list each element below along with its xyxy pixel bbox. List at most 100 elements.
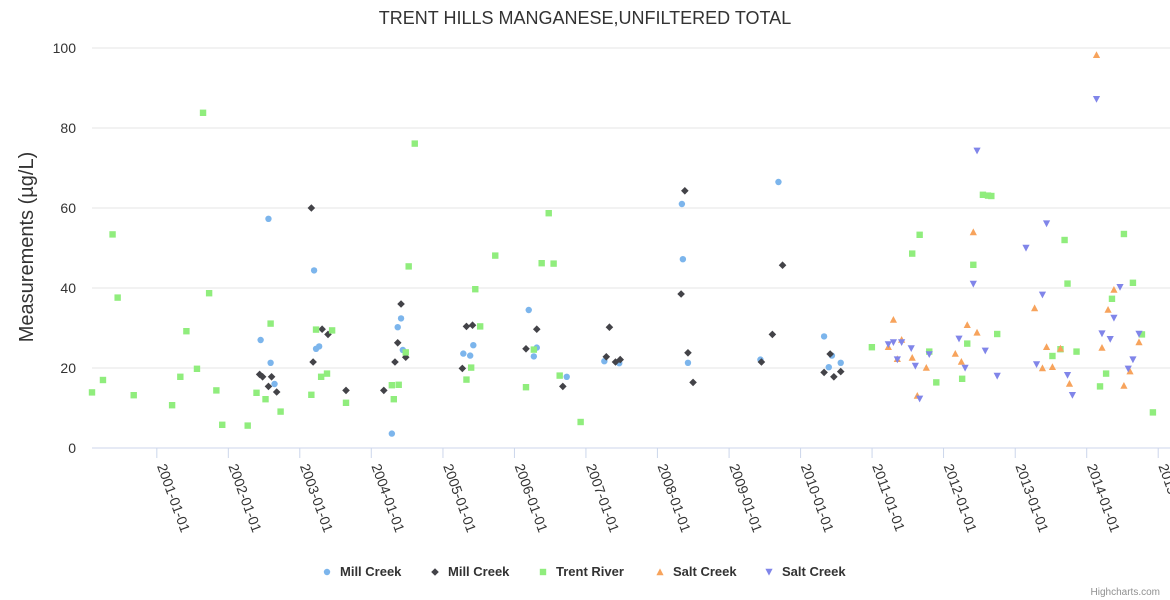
data-point[interactable] [681, 187, 689, 195]
data-point[interactable] [984, 192, 992, 199]
data-point[interactable] [213, 387, 220, 394]
legend-item[interactable]: Mill Creek [431, 564, 510, 579]
data-point[interactable] [550, 260, 557, 267]
data-point[interactable] [267, 373, 276, 381]
data-point[interactable] [1124, 365, 1132, 373]
data-point[interactable] [525, 306, 532, 314]
data-point[interactable] [951, 350, 959, 357]
data-point[interactable] [315, 343, 323, 350]
data-point[interactable] [1129, 356, 1137, 364]
data-point[interactable] [1108, 295, 1116, 302]
data-point[interactable] [262, 396, 269, 403]
data-point[interactable] [402, 349, 409, 356]
data-point[interactable] [1073, 348, 1080, 355]
data-point[interactable] [1110, 286, 1118, 293]
data-point[interactable] [411, 140, 418, 147]
data-point[interactable] [391, 358, 399, 366]
data-point[interactable] [472, 286, 479, 293]
data-point[interactable] [1129, 279, 1137, 286]
legend-item[interactable]: Salt Creek [765, 564, 846, 579]
data-point[interactable] [466, 352, 474, 359]
data-point[interactable] [837, 359, 844, 366]
data-point[interactable] [963, 321, 971, 328]
data-point[interactable] [836, 367, 845, 376]
data-point[interactable] [267, 320, 274, 327]
data-point[interactable] [183, 328, 190, 335]
data-point[interactable] [1042, 343, 1051, 350]
data-point[interactable] [559, 382, 567, 391]
data-point[interactable] [470, 342, 477, 349]
data-point[interactable] [577, 418, 584, 426]
data-point[interactable] [253, 389, 260, 396]
data-point[interactable] [467, 364, 475, 371]
data-point[interactable] [825, 364, 832, 371]
data-point[interactable] [973, 328, 981, 336]
data-point[interactable] [271, 380, 278, 388]
data-point[interactable] [778, 261, 787, 269]
data-point[interactable] [272, 388, 281, 396]
data-point[interactable] [1126, 367, 1134, 375]
data-point[interactable] [1096, 383, 1104, 390]
data-point[interactable] [988, 192, 995, 200]
legend-item[interactable]: Mill Creek [323, 564, 402, 579]
data-point[interactable] [993, 372, 1001, 380]
data-point[interactable] [616, 355, 625, 364]
data-point[interactable] [317, 373, 325, 380]
data-point[interactable] [969, 280, 977, 288]
data-point[interactable] [462, 322, 471, 331]
data-point[interactable] [308, 391, 315, 398]
data-point[interactable] [684, 349, 692, 357]
data-point[interactable] [970, 261, 977, 268]
data-point[interactable] [1038, 291, 1047, 299]
data-point[interactable] [958, 375, 966, 382]
legend-symbol[interactable] [765, 568, 773, 576]
data-point[interactable] [476, 323, 484, 330]
data-point[interactable] [757, 358, 766, 366]
data-point[interactable] [458, 364, 467, 373]
data-point[interactable] [868, 344, 876, 351]
data-point[interactable] [1149, 409, 1157, 416]
data-point[interactable] [109, 231, 116, 238]
data-point[interactable] [1138, 331, 1146, 338]
data-point[interactable] [1120, 382, 1128, 389]
data-point[interactable] [1098, 344, 1106, 351]
data-point[interactable] [277, 408, 284, 415]
data-point[interactable] [492, 252, 499, 259]
data-point[interactable] [1038, 364, 1047, 372]
data-point[interactable] [689, 378, 697, 387]
data-point[interactable] [538, 260, 545, 267]
data-point[interactable] [1135, 330, 1143, 338]
data-point[interactable] [309, 358, 317, 366]
data-point[interactable] [981, 347, 989, 355]
data-point[interactable] [911, 362, 919, 370]
data-point[interactable] [684, 359, 692, 366]
data-point[interactable] [193, 365, 201, 372]
data-point[interactable] [397, 315, 405, 322]
data-point[interactable] [605, 323, 614, 331]
data-point[interactable] [1063, 372, 1072, 379]
data-point[interactable] [893, 356, 901, 364]
data-point[interactable] [99, 376, 107, 384]
data-point[interactable] [830, 373, 838, 381]
data-point[interactable] [342, 399, 350, 406]
data-point[interactable] [969, 228, 977, 236]
data-point[interactable] [1106, 336, 1114, 343]
data-point[interactable] [267, 359, 274, 366]
data-point[interactable] [1110, 314, 1118, 322]
data-point[interactable] [1065, 380, 1074, 387]
data-point[interactable] [602, 353, 611, 361]
data-point[interactable] [1049, 352, 1056, 360]
data-point[interactable] [1102, 370, 1110, 377]
data-point[interactable] [463, 376, 470, 383]
data-point[interactable] [957, 358, 965, 365]
legend-symbol[interactable] [431, 568, 439, 576]
data-point[interactable] [1031, 304, 1039, 312]
data-point[interactable] [530, 353, 538, 360]
data-point[interactable] [1022, 244, 1030, 252]
data-point[interactable] [1116, 284, 1124, 291]
data-point[interactable] [556, 372, 563, 379]
data-point[interactable] [908, 354, 916, 361]
data-point[interactable] [889, 316, 898, 323]
data-point[interactable] [1061, 236, 1068, 244]
data-point[interactable] [545, 210, 552, 217]
